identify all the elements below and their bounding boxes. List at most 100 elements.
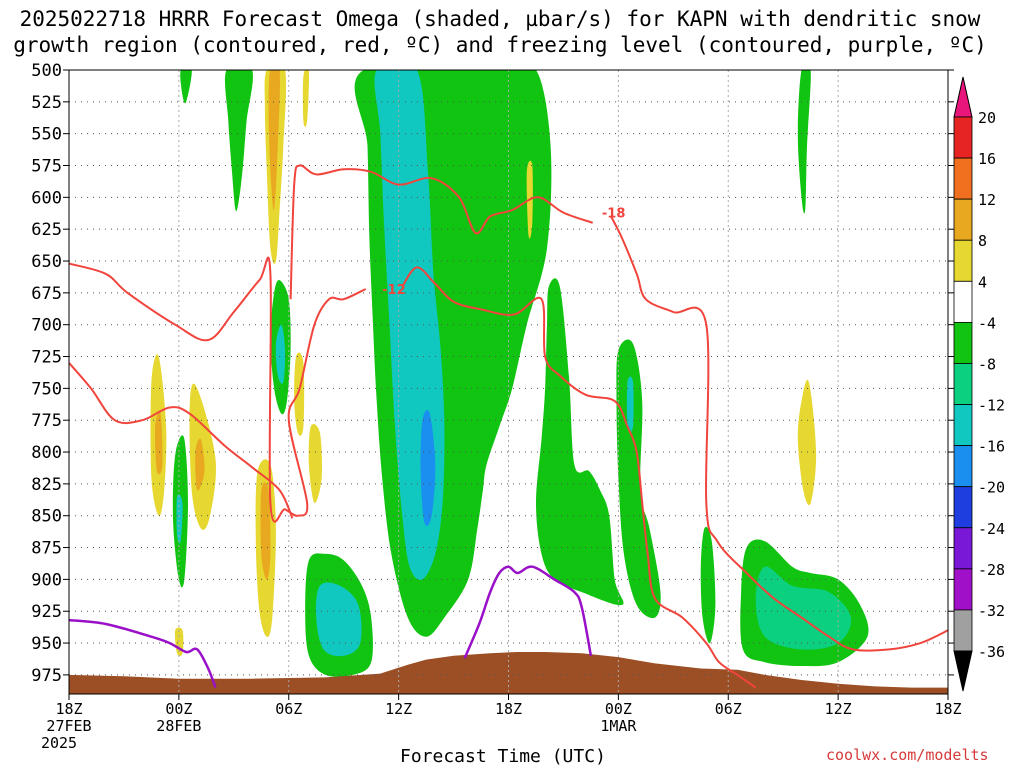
omega-region-3 (180, 70, 192, 104)
x-tick-label-2-0: 06Z (275, 700, 302, 718)
x-tick-label-1-0: 00Z (165, 700, 192, 718)
colorbar-band-0 (953, 116, 973, 159)
colorbar-band-2 (953, 198, 973, 241)
y-tick-label-575: 575 (31, 157, 62, 177)
y-tick-label-900: 900 (31, 570, 62, 590)
freezing-level-line-1 (463, 565, 593, 659)
y-tick-label-825: 825 (31, 475, 62, 495)
freezing-level-line-0 (69, 618, 217, 689)
y-tick-label-875: 875 (31, 539, 62, 559)
omega-region-15 (700, 526, 716, 644)
colorbar-band-8 (953, 445, 973, 488)
dendritic-contour-3 (401, 266, 757, 689)
colorbar-band-5 (953, 321, 973, 364)
grid-lines (68, 69, 949, 694)
x-tick-label-3-0: 12Z (385, 700, 412, 718)
colorbar-label-9: -20 (978, 479, 1005, 497)
dendritic-contour-2 (69, 256, 367, 523)
colorbar-label-6: -8 (978, 355, 996, 373)
y-tick-label-500: 500 (31, 61, 62, 81)
x-tick-label-6-0: 06Z (715, 700, 742, 718)
x-tick-label-0-1: 27FEB (46, 717, 91, 735)
colorbar-label-7: -12 (978, 397, 1005, 415)
colorbar-label-8: -16 (978, 438, 1005, 456)
x-tick-label-0-2: 2025 (41, 734, 77, 752)
x-tick-label-0-0: 18Z (55, 700, 82, 718)
colorbar-label-12: -32 (978, 602, 1005, 620)
positive-omega-region-6 (195, 438, 205, 491)
y-tick-label-850: 850 (31, 507, 62, 527)
y-tick-label-525: 525 (31, 93, 62, 113)
colorbar-band-6 (953, 363, 973, 405)
chart-title: 2025022718 HRRR Forecast Omega (shaded, … (0, 6, 1000, 58)
freezing-level-contours (69, 565, 593, 689)
dendritic-contour-4 (69, 362, 294, 519)
x-tick-label-1-1: 28FEB (156, 717, 201, 735)
positive-omega-region-8 (260, 482, 271, 580)
colorbar-band-9 (953, 486, 973, 529)
x-tick-label-7-0: 12Z (825, 700, 852, 718)
omega-region-8 (176, 494, 183, 544)
x-tick-label-5-1: 1MAR (600, 717, 637, 735)
colorbar-label-13: -36 (978, 643, 1005, 661)
x-tick-label-4-0: 18Z (495, 700, 522, 718)
terrain-area (69, 652, 948, 694)
y-tick-label-675: 675 (31, 284, 62, 304)
omega-region-14 (797, 70, 811, 214)
positive-omega-region-1 (268, 70, 280, 211)
colorbar-band-7 (953, 404, 973, 447)
y-tick-label-950: 950 (31, 634, 62, 654)
colorbar-band-11 (953, 568, 973, 611)
dendritic-contour-0 (289, 164, 594, 300)
terrain-fill (69, 652, 948, 694)
colorbar-band-12 (953, 609, 973, 652)
colorbar-top-triangle (953, 76, 973, 118)
omega-shading (150, 70, 869, 677)
positive-omega-region-12 (797, 379, 817, 506)
colorbar-label-1: 16 (978, 150, 996, 168)
colorbar-label-4: 4 (978, 273, 987, 291)
colorbar-bottom-triangle (953, 650, 973, 692)
y-tick-label-800: 800 (31, 443, 62, 463)
colorbar-band-10 (953, 527, 973, 570)
y-tick-label-650: 650 (31, 252, 62, 272)
colorbar-band-4 (953, 280, 973, 323)
colorbar-label-0: 20 (978, 109, 996, 127)
omega-region-10 (315, 582, 362, 657)
y-tick-label-725: 725 (31, 348, 62, 368)
colorbar-label-11: -28 (978, 561, 1005, 579)
colorbar: 20 16 12 8 4 -4 -8 -12 -16 -20 -24 -28 -32 -36 (953, 76, 1005, 692)
omega-region-17 (755, 566, 852, 650)
x-tick-label-5-0: 00Z (605, 700, 632, 718)
colorbar-band-3 (953, 239, 973, 282)
y-tick-label-600: 600 (31, 188, 62, 208)
colorbar-label-10: -24 (978, 520, 1005, 538)
dendritic-contours: -18 -12 (69, 164, 948, 689)
omega-region-13 (626, 376, 634, 433)
y-tick-label-775: 775 (31, 411, 62, 431)
y-tick-label-550: 550 (31, 125, 62, 145)
omega-region-11 (536, 278, 624, 606)
dendritic-contour-1 (610, 215, 948, 652)
colorbar-label-3: 8 (978, 232, 987, 250)
y-tick-label-925: 925 (31, 602, 62, 622)
colorbar-label-2: 12 (978, 191, 996, 209)
credit-text: coolwx.com/modelts (826, 746, 989, 764)
y-tick-label-975: 975 (31, 666, 62, 686)
omega-region-2 (420, 410, 436, 526)
omega-region-6 (275, 324, 286, 384)
y-tick-label-625: 625 (31, 220, 62, 240)
positive-omega-region-10 (308, 423, 323, 504)
colorbar-label-5: -4 (978, 314, 996, 332)
dendritic-contour-label-0: -18 (602, 207, 626, 222)
y-axis: 500 525 550 575 600 625 650 675 700 725 750 775 800 8… (31, 61, 954, 686)
x-axis-label: Forecast Time (UTC) (400, 746, 606, 767)
y-tick-label-750: 750 (31, 379, 62, 399)
y-tick-label-700: 700 (31, 316, 62, 336)
positive-omega-region-4 (154, 411, 163, 475)
positive-omega-region-2 (302, 70, 310, 127)
colorbar-band-1 (953, 157, 973, 200)
omega-region-4 (224, 70, 253, 212)
